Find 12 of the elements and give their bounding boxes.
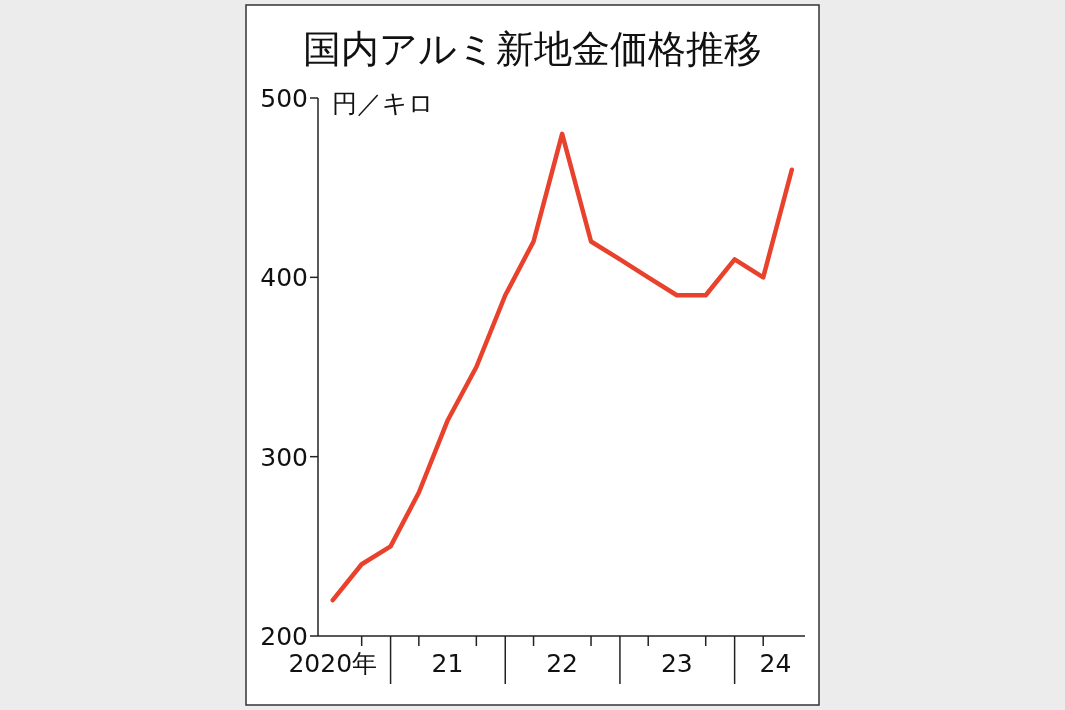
y-axis-title: 円／キロ bbox=[332, 89, 434, 118]
y-tick-label: 500 bbox=[260, 84, 308, 113]
chart-title: 国内アルミ新地金価格推移 bbox=[302, 27, 762, 71]
x-tick-label: 2020年 bbox=[288, 649, 378, 678]
line-series bbox=[330, 131, 795, 603]
y-tick-label: 400 bbox=[260, 263, 308, 293]
x-tick-label: 23 bbox=[660, 649, 693, 678]
x-tick-label: 24 bbox=[759, 649, 792, 678]
y-tick-label: 200 bbox=[260, 622, 308, 651]
x-tick-label: 21 bbox=[431, 649, 464, 678]
x-tick-label: 22 bbox=[546, 649, 579, 678]
y-tick-label: 300 bbox=[260, 442, 308, 472]
